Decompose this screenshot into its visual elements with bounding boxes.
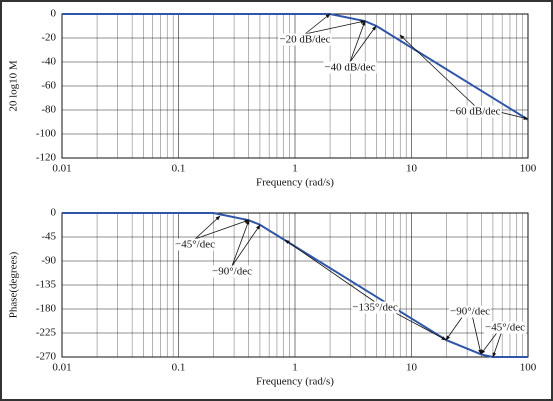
x-axis-label: Frequency (rad/s) xyxy=(256,376,334,388)
plot-area xyxy=(61,212,529,358)
y-tick-label: -90 xyxy=(41,255,56,267)
annotation-arrow xyxy=(231,219,250,267)
y-tick-label: -20 xyxy=(41,32,56,44)
annotation: −90°/dec xyxy=(450,306,490,318)
asymptote-line xyxy=(62,212,528,358)
y-tick-label: -45 xyxy=(41,231,56,243)
annotation-bg xyxy=(323,61,377,74)
annotation: −40 dB/dec xyxy=(324,62,375,74)
annotation-bg xyxy=(484,321,527,334)
annotation-arrow xyxy=(304,13,331,35)
annotation-bg xyxy=(448,105,502,118)
x-axis-label: Frequency (rad/s) xyxy=(256,177,334,189)
annotation-bg xyxy=(174,238,217,251)
annotation: −45°/dec xyxy=(175,239,215,251)
annotation-arrow xyxy=(349,25,377,63)
x-tick-label: 10 xyxy=(406,362,418,374)
annotation-bg xyxy=(351,301,399,314)
y-tick-label: -180 xyxy=(36,303,57,315)
annotation-arrow xyxy=(284,239,376,303)
annotation-arrow xyxy=(304,20,366,35)
y-axis-label: 20 log10 M xyxy=(8,60,20,112)
x-tick-label: 0.1 xyxy=(172,362,186,374)
x-tick-label: 100 xyxy=(520,163,537,175)
x-tick-label: 1 xyxy=(292,362,298,374)
annotation-bg xyxy=(449,305,492,318)
y-tick-label: -100 xyxy=(36,128,57,140)
annotation: −135°/dec xyxy=(352,302,398,314)
y-tick-label: -120 xyxy=(36,152,57,164)
y-tick-label: -225 xyxy=(36,327,57,339)
annotation: −20 dB/dec xyxy=(279,34,330,46)
annotation-arrow xyxy=(349,20,366,63)
annotation-arrow xyxy=(194,219,250,240)
x-tick-label: 0.01 xyxy=(52,163,71,175)
annotation-arrow xyxy=(399,34,476,107)
y-tick-label: -60 xyxy=(41,80,56,92)
x-tick-label: 100 xyxy=(520,362,537,374)
y-tick-label: -270 xyxy=(36,351,57,363)
annotation: −60 dB/dec xyxy=(449,106,500,118)
y-tick-label: -80 xyxy=(41,104,56,116)
y-tick-label: -135 xyxy=(36,279,57,291)
annotation-bg xyxy=(278,33,332,46)
annotation: −90°/dec xyxy=(212,266,252,278)
y-axis-label: Phase(degrees) xyxy=(8,251,20,318)
x-tick-label: 10 xyxy=(406,163,418,175)
annotation-arrow xyxy=(231,224,261,267)
y-tick-label: -40 xyxy=(41,56,56,68)
y-tick-label: 0 xyxy=(51,207,57,219)
annotation-bg xyxy=(211,265,254,278)
x-tick-label: 1 xyxy=(292,163,298,175)
annotation-arrow xyxy=(194,215,221,240)
x-tick-label: 0.01 xyxy=(52,362,71,374)
y-tick-label: 0 xyxy=(51,8,57,20)
x-tick-label: 0.1 xyxy=(172,163,186,175)
annotation: −45°/dec xyxy=(485,322,525,334)
